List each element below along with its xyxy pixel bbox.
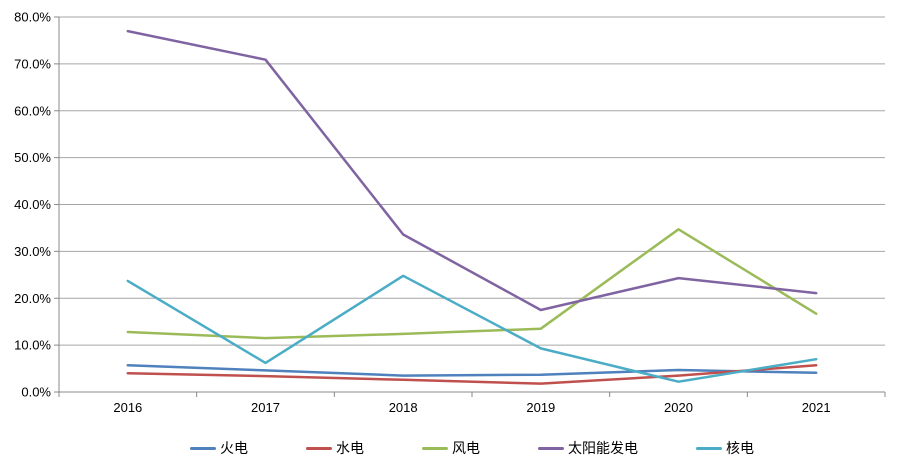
legend-item-hydro-power: 水电 (306, 438, 364, 458)
series-line-thermal-power (126, 364, 818, 377)
y-axis-tick-label: 50.0% (14, 150, 51, 165)
y-axis-tick-label: 10.0% (14, 338, 51, 353)
y-axis-tick-label: 60.0% (14, 103, 51, 118)
legend-line-swatch-nuclear-power (696, 446, 722, 450)
legend-line-swatch-solar-power (538, 446, 564, 450)
legend-item-thermal-power: 火电 (190, 438, 248, 458)
y-axis-tick-label: 20.0% (14, 291, 51, 306)
series-line-hydro-power (126, 364, 818, 385)
x-axis-tick-label: 2018 (389, 400, 418, 415)
legend-label-thermal-power: 火电 (220, 440, 248, 456)
series-line-wind-power (126, 228, 818, 340)
legend-label-hydro-power: 水电 (336, 440, 364, 456)
series-line-solar-power (126, 29, 818, 312)
chart-legend: 火电 水电 风电 太阳能发电 核电 (59, 436, 885, 460)
legend-label-solar-power: 太阳能发电 (568, 440, 638, 456)
legend-item-solar-power: 太阳能发电 (538, 438, 638, 458)
legend-line-swatch-wind-power (422, 446, 448, 450)
legend-label-wind-power: 风电 (452, 440, 480, 456)
y-axis-tick-label: 80.0% (14, 10, 51, 25)
legend-label-nuclear-power: 核电 (726, 440, 754, 456)
legend-item-wind-power: 风电 (422, 438, 480, 458)
legend-line-swatch-hydro-power (306, 446, 332, 450)
y-axis-tick-label: 30.0% (14, 244, 51, 259)
series-line-nuclear-power (126, 274, 818, 383)
y-axis-tick-label: 40.0% (14, 197, 51, 212)
x-axis-tick-label: 2017 (251, 400, 280, 415)
legend-line-swatch-thermal-power (190, 446, 216, 450)
legend-item-nuclear-power: 核电 (696, 438, 754, 458)
x-axis-tick-label: 2020 (664, 400, 693, 415)
y-axis-tick-label: 0.0% (21, 385, 51, 400)
x-axis-tick-label: 2016 (113, 400, 142, 415)
x-axis-tick-label: 2019 (526, 400, 555, 415)
y-axis-tick-label: 70.0% (14, 56, 51, 71)
x-axis-tick-label: 2021 (802, 400, 831, 415)
